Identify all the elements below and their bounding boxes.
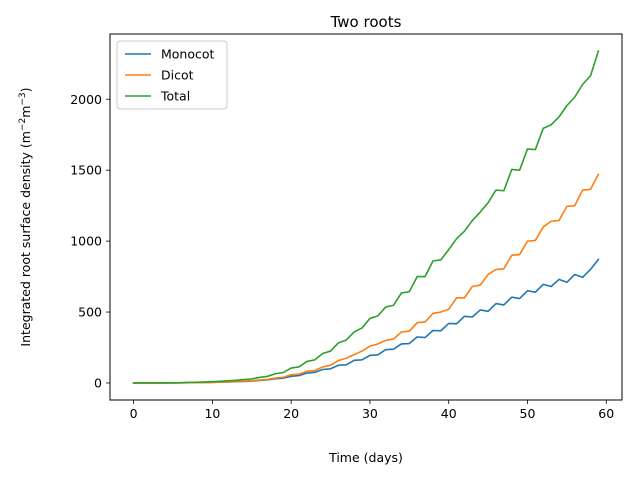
series-line-total bbox=[132, 50, 600, 384]
x-tick-label: 60 bbox=[598, 406, 614, 421]
y-tick-label: 2000 bbox=[70, 92, 102, 107]
x-tick-label: 10 bbox=[204, 406, 220, 421]
legend-items: Monocot Dicot Total bbox=[125, 47, 215, 104]
y-axis-label-end: ) bbox=[18, 87, 33, 92]
legend-label-dicot: Dicot bbox=[161, 68, 194, 83]
y-axis-label: Integrated root surface density (m−2m−3) bbox=[18, 87, 33, 346]
y-axis-label-mid: m bbox=[18, 106, 33, 118]
legend-label-total: Total bbox=[160, 89, 190, 104]
legend: Monocot Dicot Total bbox=[116, 40, 228, 110]
y-axis-label-main: Integrated root surface density (m bbox=[18, 131, 33, 347]
y-tick-label: 1500 bbox=[70, 163, 102, 178]
x-tick-label: 40 bbox=[441, 406, 457, 421]
x-axis-label: Time (days) bbox=[328, 450, 403, 465]
y-tick-label: 500 bbox=[78, 305, 102, 320]
legend-label-monocot: Monocot bbox=[161, 47, 215, 62]
tick-layer: 0 10 20 30 40 50 60 0 500 1000 1500 2000 bbox=[70, 92, 614, 421]
chart-title: Two roots bbox=[330, 13, 402, 31]
legend-box bbox=[116, 40, 228, 110]
y-axis-label-sup2: −3 bbox=[18, 92, 28, 105]
y-tick-label: 1000 bbox=[70, 234, 102, 249]
series-layer bbox=[132, 50, 600, 384]
y-tick-label: 0 bbox=[94, 375, 102, 390]
x-tick-label: 30 bbox=[362, 406, 378, 421]
x-tick-label: 50 bbox=[520, 406, 536, 421]
x-tick-label: 20 bbox=[283, 406, 299, 421]
y-axis-label-sup1: −2 bbox=[18, 118, 28, 131]
x-tick-label: 0 bbox=[130, 406, 138, 421]
plot-area-frame bbox=[109, 33, 623, 401]
